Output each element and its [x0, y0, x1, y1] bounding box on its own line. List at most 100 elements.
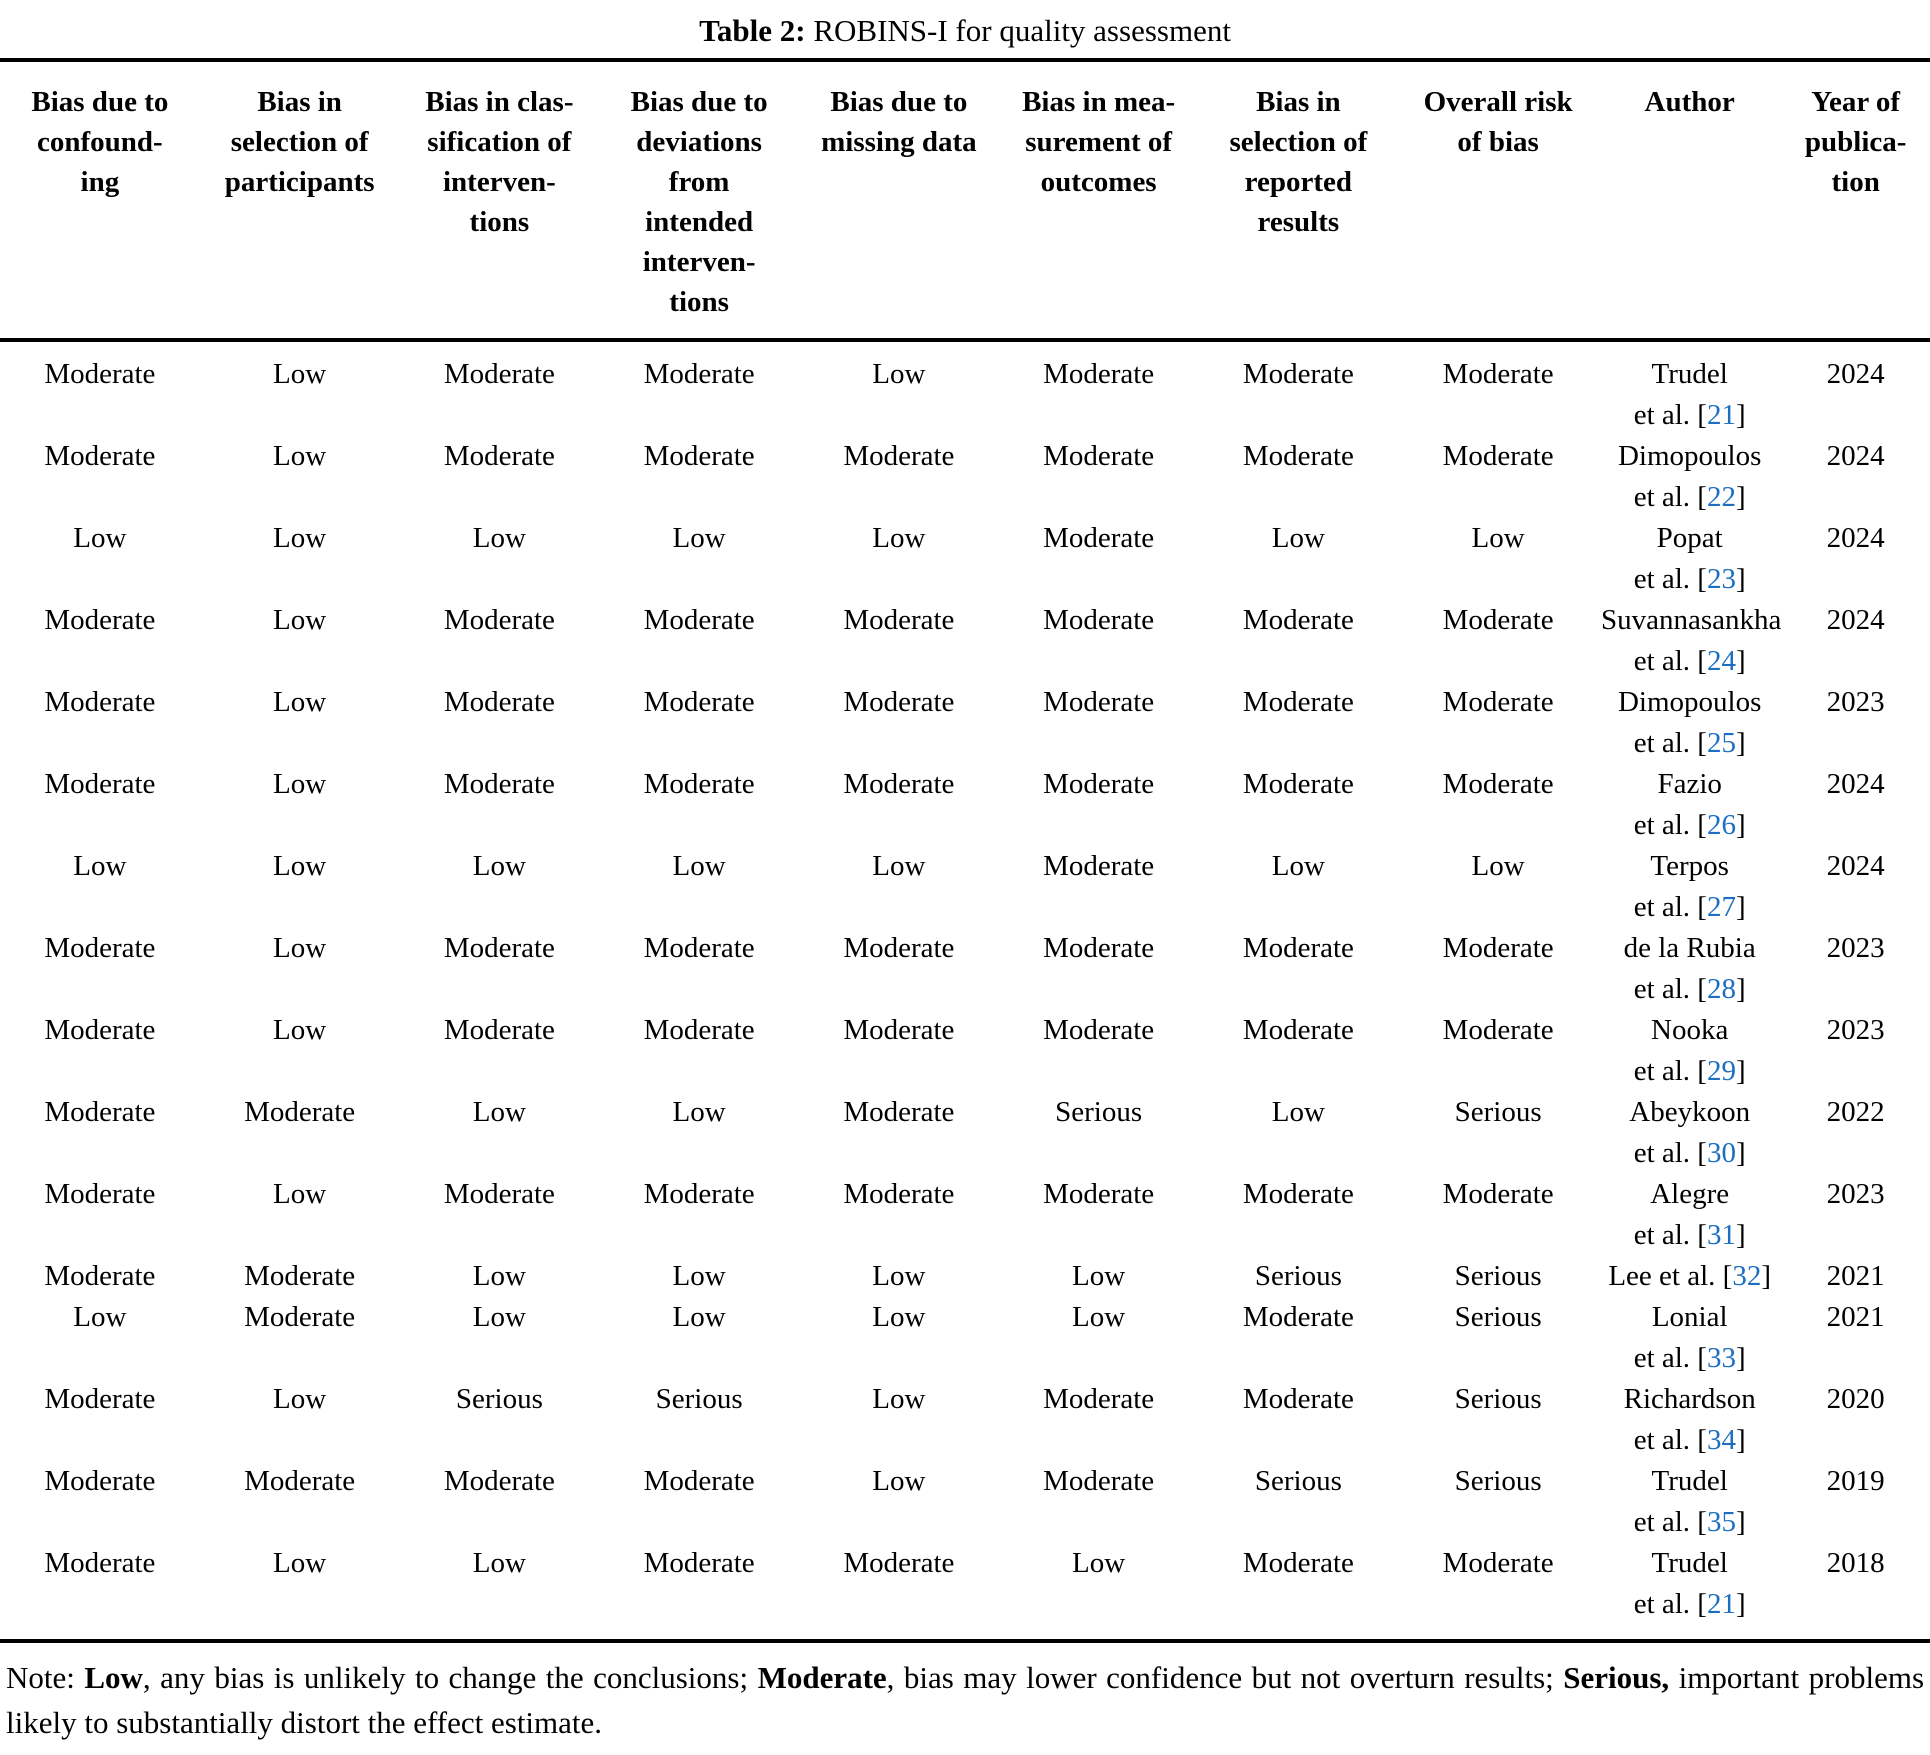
table-row: Moderate Low Moderate Moderate Moderate Moder… [0, 928, 1930, 1010]
table-row: Moderate Low Serious Serious Low Moderate Mode… [0, 1379, 1930, 1461]
year-cell: 2024 [1826, 522, 1885, 554]
bias-rating-cell: Moderate [44, 358, 156, 390]
author-etal-line: et al. [34] [1601, 1420, 1778, 1461]
author-etal-line: et al. [24] [1601, 641, 1778, 682]
bias-rating-cell: Low [872, 358, 926, 390]
bias-rating-cell: Serious [1454, 1465, 1542, 1497]
bias-rating-cell: Moderate [643, 686, 755, 718]
author-etal-line: et al. [30] [1601, 1133, 1778, 1174]
author-etal-suffix: ] [1735, 1219, 1746, 1251]
bias-rating-cell: Low [872, 1465, 926, 1497]
author-etal-prefix: et al. [ [1633, 1055, 1707, 1087]
author-cell: de la Rubia et al. [28] [1598, 928, 1781, 1010]
year-cell: 2019 [1826, 1465, 1885, 1497]
year-cell: 2024 [1826, 850, 1885, 882]
bias-rating-cell: Moderate [443, 440, 555, 472]
bias-rating-cell: Low [472, 850, 526, 882]
author-etal-line: et al. [22] [1601, 477, 1778, 518]
bias-rating-cell: Moderate [44, 1465, 156, 1497]
table-row: Moderate Low Moderate Moderate Moderate Moder… [0, 1010, 1930, 1092]
bias-rating-cell: Moderate [443, 1014, 555, 1046]
citation-link[interactable]: 21 [1706, 1588, 1736, 1620]
author-etal-prefix: et al. [ [1633, 645, 1707, 677]
bias-rating-cell: Moderate [843, 1096, 955, 1128]
bias-rating-cell: Low [672, 1260, 726, 1292]
bias-rating-cell: Moderate [843, 686, 955, 718]
citation-link[interactable]: 22 [1706, 481, 1736, 513]
bias-rating-cell: Moderate [843, 932, 955, 964]
author-name: Trudel [1651, 1465, 1728, 1497]
citation-link[interactable]: 26 [1706, 809, 1736, 841]
author-cell: Terpos et al. [27] [1598, 846, 1781, 928]
author-cell: Popat et al. [23] [1598, 518, 1781, 600]
year-cell: 2024 [1826, 358, 1885, 390]
table-caption-text: ROBINS-I for quality assessment [805, 13, 1231, 48]
bias-rating-cell: Moderate [1442, 1014, 1554, 1046]
table-row: Moderate Low Moderate Moderate Moderate Moder… [0, 600, 1930, 682]
table-row: Moderate Low Moderate Moderate Low Moderate Mo… [0, 340, 1930, 436]
bias-rating-cell: Low [672, 850, 726, 882]
citation-link[interactable]: 33 [1706, 1342, 1736, 1374]
bias-rating-cell: Serious [455, 1383, 543, 1415]
author-cell: Fazio et al. [26] [1598, 764, 1781, 846]
citation-link[interactable]: 21 [1706, 399, 1736, 431]
bias-rating-cell: Low [872, 1383, 926, 1415]
author-cell: Suvannasankha et al. [24] [1598, 600, 1781, 682]
year-cell: 2022 [1826, 1096, 1885, 1128]
author-etal-line: et al. [31] [1601, 1215, 1778, 1256]
citation-link[interactable]: 23 [1706, 563, 1736, 595]
citation-link[interactable]: 29 [1706, 1055, 1736, 1087]
author-etal-suffix: ] [1735, 563, 1746, 595]
bias-rating-cell: Moderate [643, 768, 755, 800]
bias-rating-cell: Moderate [44, 1096, 156, 1128]
bias-rating-cell: Low [472, 1547, 526, 1579]
citation-link[interactable]: 32 [1732, 1260, 1762, 1292]
bias-rating-cell: Low [273, 1178, 327, 1210]
citation-link[interactable]: 34 [1706, 1424, 1736, 1456]
citation-link[interactable]: 31 [1706, 1219, 1736, 1251]
citation-link[interactable]: 30 [1706, 1137, 1736, 1169]
bias-rating-cell: Moderate [1043, 522, 1155, 554]
bias-rating-cell: Moderate [443, 686, 555, 718]
column-header-6: Bias in mea- surement of outcomes [998, 60, 1199, 342]
bias-rating-cell: Low [472, 522, 526, 554]
robins-quality-table: Bias due to confound- ing Bias in selecti… [0, 58, 1930, 1643]
author-etal-prefix: et al. [ [1633, 1424, 1707, 1456]
bias-rating-cell: Moderate [1242, 1301, 1354, 1333]
author-name: Dimopoulos [1617, 440, 1762, 472]
table-row: Moderate Low Moderate Moderate Moderate Moder… [0, 764, 1930, 846]
bias-rating-cell: Low [1471, 522, 1525, 554]
bias-rating-cell: Low [472, 1096, 526, 1128]
bias-rating-cell: Moderate [1242, 358, 1354, 390]
table-row: Moderate Low Moderate Moderate Moderate Moder… [0, 1174, 1930, 1256]
year-cell: 2023 [1826, 686, 1885, 718]
bias-rating-cell: Low [472, 1260, 526, 1292]
bias-rating-cell: Low [1271, 1096, 1325, 1128]
bias-rating-cell: Low [273, 1014, 327, 1046]
bias-rating-cell: Low [872, 850, 926, 882]
year-cell: 2024 [1826, 768, 1885, 800]
bias-rating-cell: Moderate [643, 1178, 755, 1210]
bias-rating-cell: Moderate [843, 604, 955, 636]
author-name: Fazio [1657, 768, 1722, 800]
citation-link[interactable]: 25 [1706, 727, 1736, 759]
bias-rating-cell: Serious [1454, 1260, 1542, 1292]
footnote-term: Serious, [1563, 1660, 1670, 1695]
citation-link[interactable]: 27 [1706, 891, 1736, 923]
year-cell: 2023 [1826, 1178, 1885, 1210]
author-etal-prefix: et al. [ [1633, 973, 1707, 1005]
bias-rating-cell: Moderate [44, 1178, 156, 1210]
author-etal-prefix: et al. [ [1633, 1219, 1707, 1251]
citation-link[interactable]: 24 [1706, 645, 1736, 677]
bias-rating-cell: Low [273, 1547, 327, 1579]
citation-link[interactable]: 28 [1706, 973, 1736, 1005]
bias-rating-cell: Moderate [44, 604, 156, 636]
footnote-text: , any bias is unlikely to change the con… [142, 1660, 758, 1695]
bias-rating-cell: Moderate [244, 1096, 356, 1128]
bias-rating-cell: Moderate [643, 358, 755, 390]
author-cell: Trudel et al. [21] [1598, 1543, 1781, 1641]
citation-link[interactable]: 35 [1706, 1506, 1736, 1538]
table-row: Moderate Moderate Low Low Low Low Serious Serio… [0, 1256, 1930, 1297]
bias-rating-cell: Moderate [443, 932, 555, 964]
